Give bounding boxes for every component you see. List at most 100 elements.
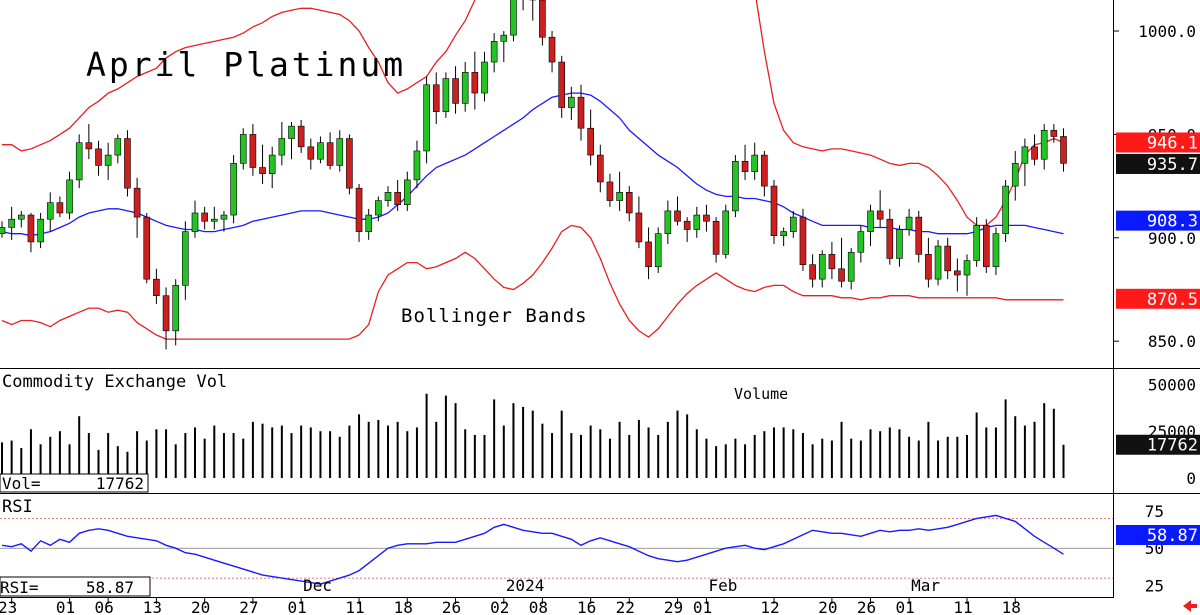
rsi-badge-box xyxy=(1116,525,1200,545)
volume-annotation: Volume xyxy=(734,385,788,403)
candle xyxy=(182,221,189,300)
candle xyxy=(522,0,524,11)
candle-body xyxy=(732,160,739,212)
candle xyxy=(95,140,102,176)
candle-body xyxy=(1040,129,1048,160)
candle-body xyxy=(481,61,488,94)
x-tick-label: 12 xyxy=(760,598,779,615)
candle-body xyxy=(461,72,469,104)
rsi-panel-label: RSI xyxy=(2,497,33,517)
candle xyxy=(37,212,44,249)
volume-readout-label: Vol= xyxy=(2,474,41,493)
candle xyxy=(818,250,826,288)
candle xyxy=(0,221,6,238)
price-badge-label: 935.7 xyxy=(1147,155,1198,175)
scroll-left-arrow-icon[interactable] xyxy=(1183,600,1197,612)
candle-body xyxy=(1011,163,1019,187)
rsi-tick-label: 75 xyxy=(1145,502,1164,521)
x-tick-label: 11 xyxy=(345,598,364,615)
x-tick-label: 01 xyxy=(693,598,712,615)
candle-body xyxy=(818,254,826,280)
x-tick-label: 20 xyxy=(191,598,210,615)
candle xyxy=(143,212,151,284)
candle-body xyxy=(220,214,228,220)
x-tick-label: 06 xyxy=(95,598,114,615)
candle xyxy=(124,130,131,197)
candle-body xyxy=(249,134,257,168)
candle-body xyxy=(886,218,894,259)
candle-body xyxy=(268,154,276,174)
candle xyxy=(982,219,990,273)
x-tick-label: 01 xyxy=(288,598,307,615)
candle xyxy=(461,62,469,112)
candle xyxy=(490,33,498,73)
candle-body xyxy=(317,142,324,160)
candle xyxy=(828,241,836,280)
candle-body xyxy=(963,260,971,276)
candle xyxy=(973,217,980,267)
candle-body xyxy=(191,212,199,232)
candle xyxy=(674,196,681,226)
candle xyxy=(558,55,566,118)
candle xyxy=(423,76,430,164)
candle-body xyxy=(1031,146,1038,160)
candle xyxy=(992,227,1000,276)
price-badge-label: 946.1 xyxy=(1147,133,1198,153)
candle xyxy=(1040,124,1048,170)
candle-body xyxy=(490,41,498,63)
candle-body xyxy=(973,225,980,261)
candle xyxy=(471,51,479,110)
candle xyxy=(452,66,459,114)
candle-body xyxy=(577,96,585,129)
chart-title: April Platinum xyxy=(86,45,406,84)
candle-body xyxy=(326,142,334,166)
candle xyxy=(56,196,64,218)
candle-body xyxy=(365,214,373,232)
candle xyxy=(249,124,257,176)
candle-body xyxy=(539,0,546,38)
candle-body xyxy=(432,84,440,112)
rsi-tick-label: 25 xyxy=(1145,577,1164,596)
candle xyxy=(654,227,662,273)
candle-body xyxy=(1050,129,1058,137)
month-label: 2024 xyxy=(506,576,545,595)
candle xyxy=(963,254,971,296)
candle-body xyxy=(925,254,932,280)
candle xyxy=(153,268,160,304)
candle-body xyxy=(239,134,247,164)
candle-body xyxy=(770,185,778,237)
x-tick-label: 02 xyxy=(490,598,509,615)
candle xyxy=(27,212,35,253)
candle xyxy=(1002,179,1009,242)
panel-frames xyxy=(0,0,1200,598)
candle xyxy=(268,146,276,189)
candle-body xyxy=(915,216,923,255)
candle xyxy=(635,196,643,249)
candle xyxy=(606,173,614,207)
candle xyxy=(645,227,652,280)
candle-body xyxy=(384,192,392,201)
candle-body xyxy=(1002,185,1009,234)
candle xyxy=(867,204,874,247)
candle-body xyxy=(905,216,913,230)
candle-body xyxy=(722,210,730,255)
candle-body xyxy=(664,210,672,234)
candle xyxy=(838,237,845,288)
candle xyxy=(577,84,585,141)
candle-body xyxy=(288,125,295,139)
candle-body xyxy=(230,163,237,216)
candle xyxy=(432,72,440,125)
candle-body xyxy=(56,202,64,214)
candle xyxy=(780,227,787,247)
candle xyxy=(809,254,816,288)
x-tick-label: 16 xyxy=(577,598,596,615)
candle-body xyxy=(172,285,179,332)
volume-badge: 17762 xyxy=(1116,434,1200,456)
candle xyxy=(616,171,623,211)
price-tick-label: 900.0 xyxy=(1148,229,1196,248)
candle-body xyxy=(17,214,25,220)
price-badge-box xyxy=(1116,288,1200,309)
candle xyxy=(905,208,913,236)
